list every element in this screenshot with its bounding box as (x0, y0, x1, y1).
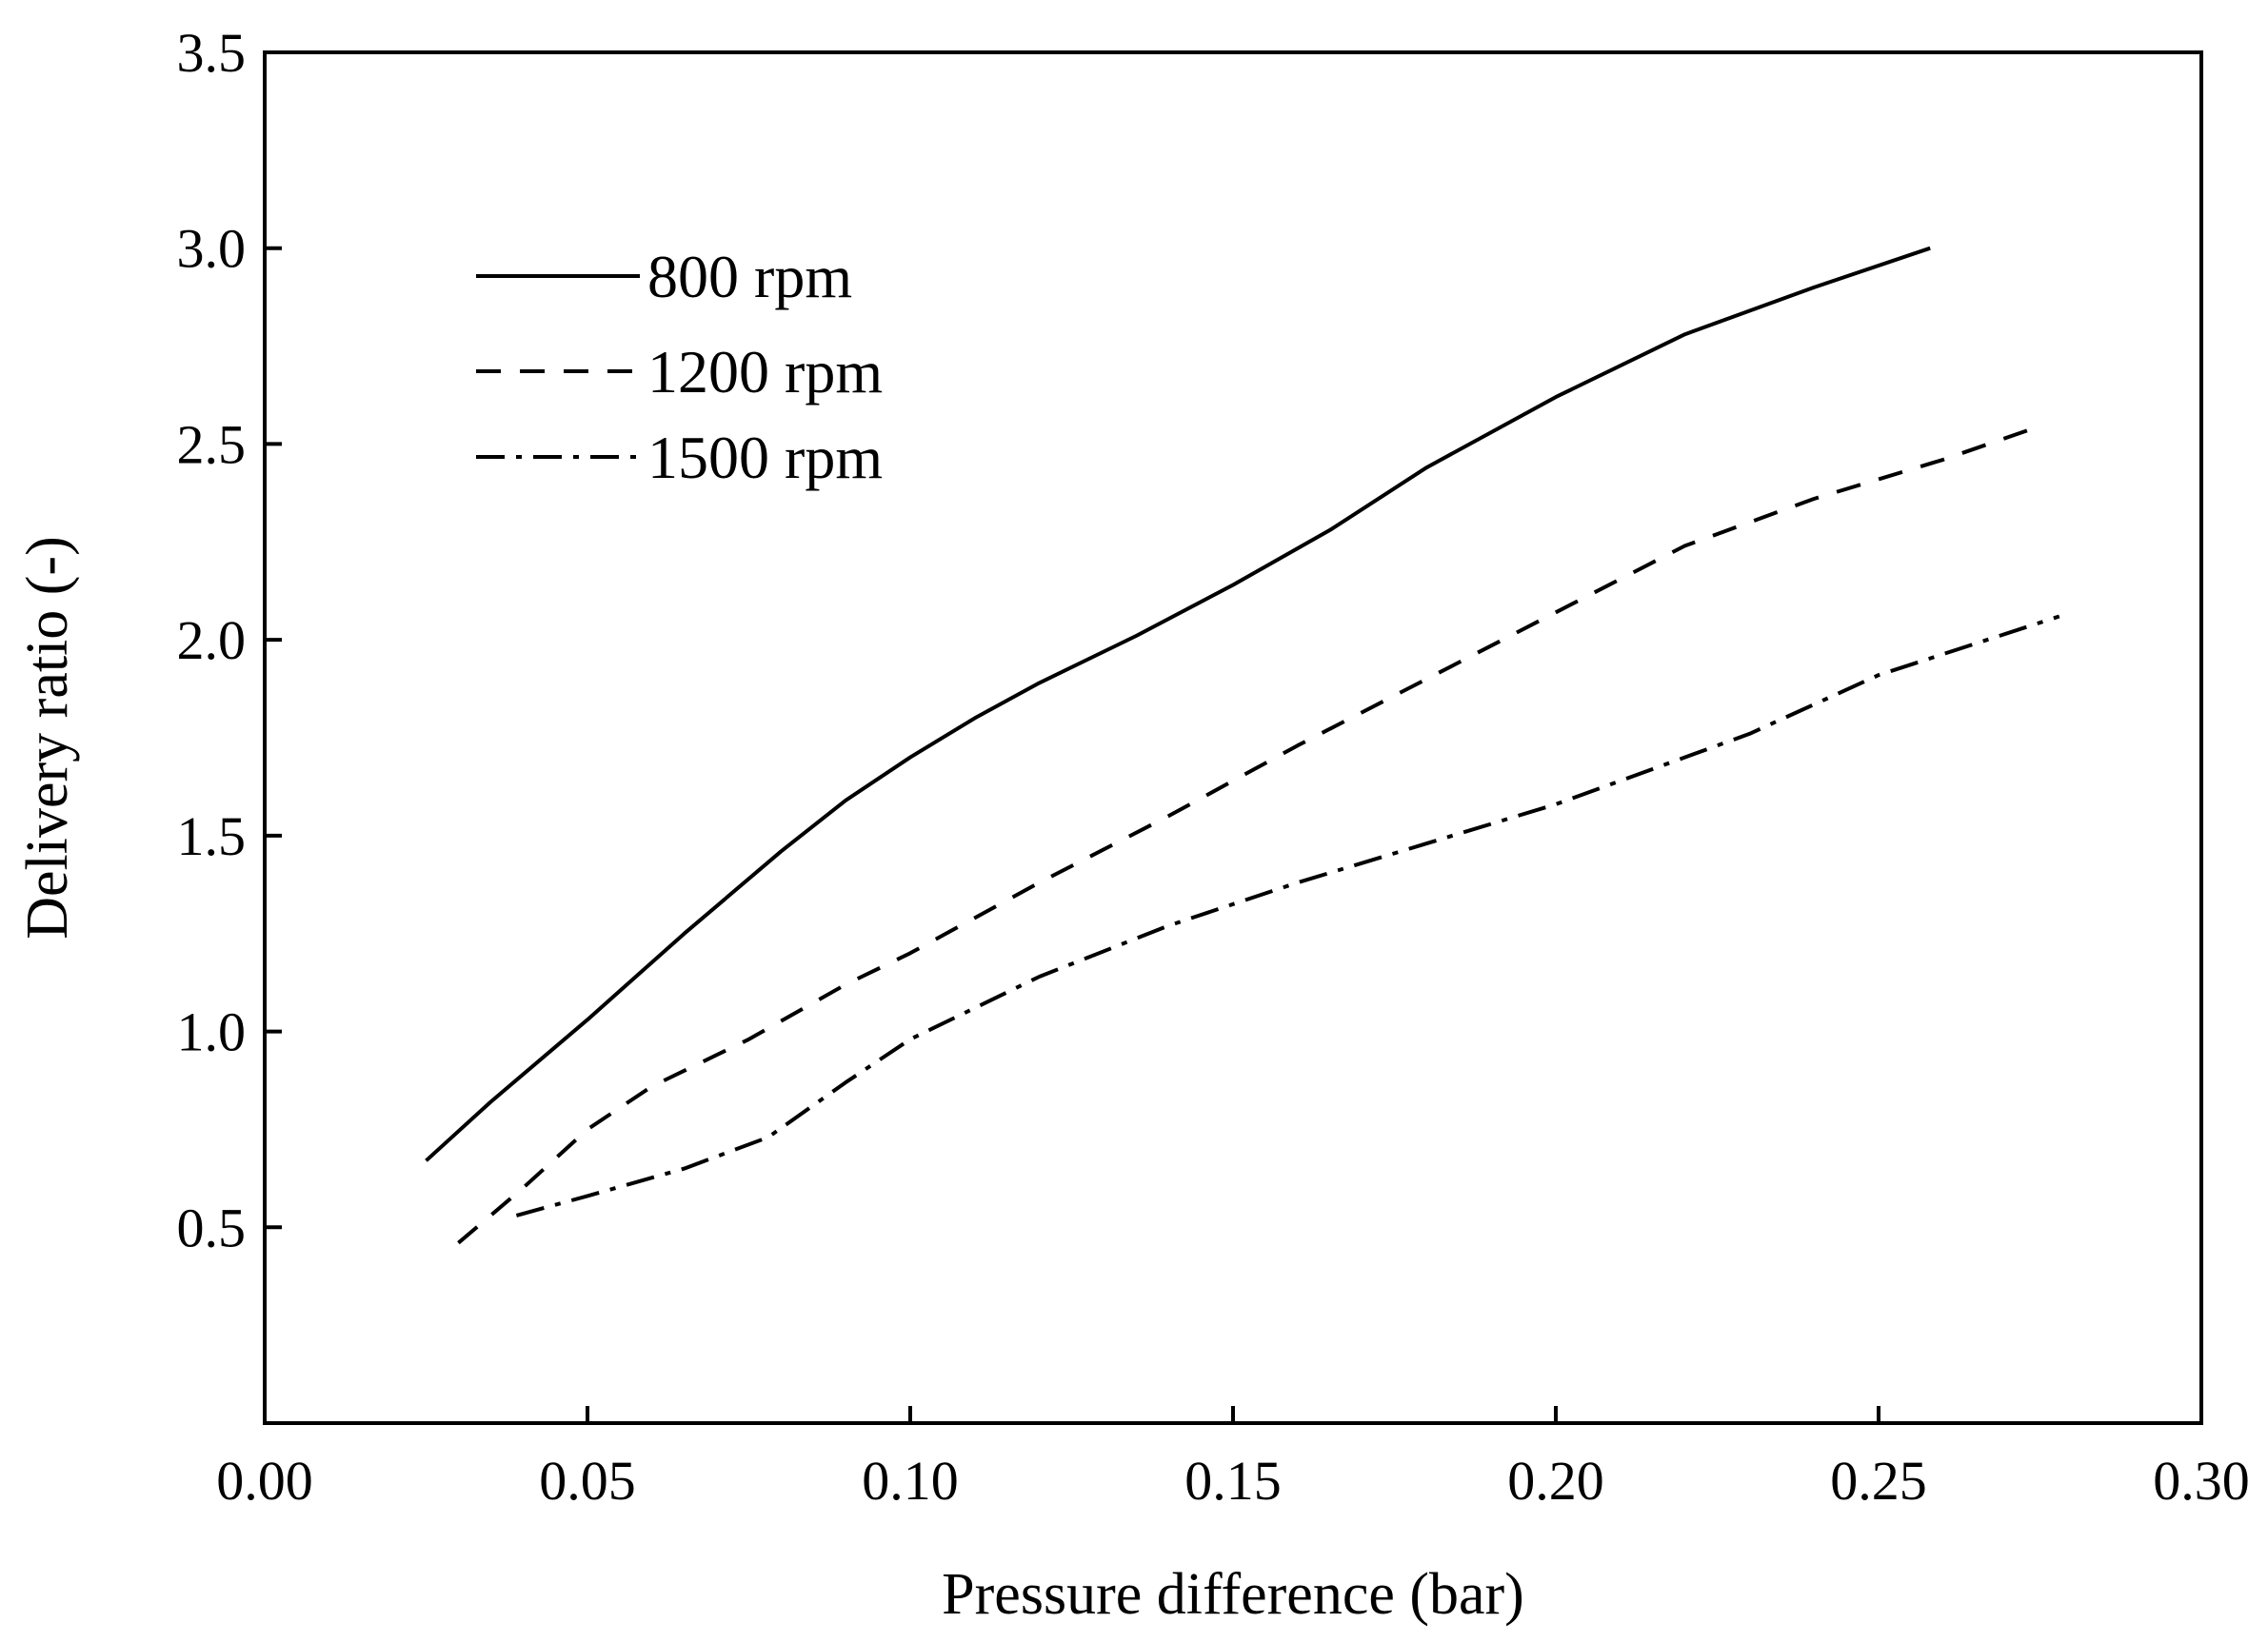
legend-label-1500-rpm: 1500 rpm (647, 424, 883, 491)
x-tick-label: 0.30 (2153, 1450, 2250, 1512)
x-axis-ticks: 0.00 0.05 0.10 0.15 0.20 0.25 0.30 (216, 1406, 2250, 1512)
x-axis-title: Pressure difference (bar) (942, 1562, 1524, 1627)
x-tick-label: 0.15 (1184, 1450, 1282, 1512)
series-line-1200-rpm (457, 426, 2035, 1245)
series-layer (425, 246, 2060, 1245)
series-line-1500-rpm (515, 614, 2060, 1217)
legend-label-800-rpm: 800 rpm (647, 243, 852, 310)
x-tick-label: 0.25 (1830, 1450, 1927, 1512)
y-axis-ticks: 0.5 1.0 1.5 2.0 2.5 3.0 3.5 (177, 22, 282, 1258)
y-tick-label: 2.0 (177, 609, 247, 671)
y-tick-label: 1.0 (177, 1001, 247, 1063)
y-tick-label: 0.5 (177, 1197, 247, 1258)
y-tick-label: 3.5 (177, 22, 247, 84)
y-axis-title: Delivery ratio (-) (15, 536, 80, 939)
legend-label-1200-rpm: 1200 rpm (647, 338, 883, 406)
y-tick-label: 2.5 (177, 413, 247, 475)
y-tick-label: 1.5 (177, 805, 247, 867)
y-tick-label: 3.0 (177, 218, 247, 280)
plot-frame (263, 50, 2203, 1425)
x-tick-label: 0.10 (862, 1450, 959, 1512)
x-tick-label: 0.00 (216, 1450, 313, 1512)
series-line-800-rpm (425, 246, 1931, 1162)
x-tick-label: 0.20 (1507, 1450, 1604, 1512)
legend: 800 rpm 1200 rpm 1500 rpm (476, 243, 883, 491)
x-tick-label: 0.05 (539, 1450, 636, 1512)
